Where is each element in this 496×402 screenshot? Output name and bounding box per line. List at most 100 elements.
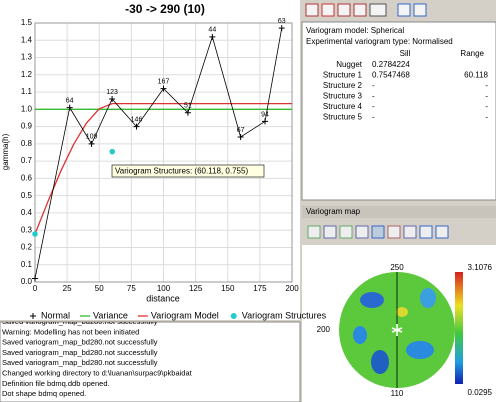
map-origin	[391, 324, 403, 336]
tool-button[interactable]	[353, 3, 367, 17]
point-label: 146	[131, 116, 143, 123]
table-cell: Structure 2	[323, 81, 363, 90]
log-line: Saved variogram_map_bd280.not successful…	[2, 338, 158, 347]
y-tick-label: 0.3	[21, 225, 33, 234]
cross-marker	[66, 104, 73, 111]
map-patch	[396, 307, 408, 317]
cross-marker	[32, 275, 38, 282]
cross-marker	[262, 118, 269, 125]
map-patch	[406, 341, 434, 359]
point-label: 51	[184, 103, 192, 110]
legend-label: Variance	[93, 310, 128, 320]
point-label: 109	[86, 134, 98, 141]
log-panel	[0, 321, 301, 402]
table-cell: -	[485, 102, 488, 111]
x-tick-label: 175	[253, 284, 267, 293]
log-line: Saved variogram_map_bd280.not successful…	[2, 358, 158, 367]
y-tick-label: 1.5	[21, 18, 33, 27]
tool-button[interactable]	[355, 225, 369, 239]
y-tick-label: 0.5	[21, 191, 33, 200]
x-tick-label: 75	[127, 284, 136, 293]
table-cell: Structure 5	[323, 113, 363, 122]
legend-label: Normal	[41, 310, 70, 320]
model-name: Variogram model: Spherical	[306, 26, 404, 35]
chart-title: -30 -> 290 (10)	[125, 2, 205, 16]
table-cell: -	[485, 81, 488, 90]
toolbar	[305, 3, 427, 17]
tool-button[interactable]	[305, 3, 319, 17]
y-tick-label: 1.4	[21, 35, 33, 44]
x-tick-label: 125	[189, 284, 203, 293]
tool-button[interactable]	[337, 3, 351, 17]
y-tick-label: 0.0	[21, 277, 33, 286]
cross-marker	[237, 133, 244, 140]
point-label: 44	[208, 27, 216, 34]
x-tick-label: 50	[95, 284, 104, 293]
tool-button[interactable]	[369, 3, 387, 17]
table-header: Sill	[400, 49, 411, 58]
point-label: 67	[237, 127, 245, 134]
table-cell: -	[372, 81, 375, 90]
tool-button[interactable]	[339, 225, 353, 239]
point-label: 64	[66, 97, 74, 104]
map-title: Variogram map	[306, 207, 361, 216]
tool-button[interactable]	[371, 225, 385, 239]
map-image	[339, 272, 455, 388]
tool-button[interactable]	[413, 3, 427, 17]
tool-button[interactable]	[397, 3, 411, 17]
table-cell: Structure 3	[323, 92, 363, 101]
table-cell: -	[372, 102, 375, 111]
legend-label: Variogram Model	[151, 310, 219, 320]
y-tick-label: 1.2	[21, 70, 33, 79]
table-header: Range	[460, 49, 484, 58]
y-tick-label: 0.1	[21, 260, 33, 269]
log-line: Changed working directory to d:\luanan\s…	[2, 368, 193, 377]
color-bar	[455, 272, 463, 384]
map-patch	[371, 350, 389, 374]
chart-panel	[0, 0, 300, 320]
table-cell: -	[485, 113, 488, 122]
tooltip-box	[111, 164, 265, 178]
tool-button[interactable]	[307, 225, 321, 239]
tool-button[interactable]	[387, 225, 401, 239]
log-line: Definition file bdmq.ddb opened.	[2, 379, 110, 388]
map-patch	[420, 288, 436, 308]
tool-button[interactable]	[323, 225, 337, 239]
point-label: 63	[278, 18, 286, 25]
table-cell: Structure 1	[323, 71, 363, 80]
cross-marker	[209, 33, 216, 40]
table-cell: 0.2784224	[372, 60, 410, 69]
map-top-label: 250	[390, 263, 404, 272]
y-tick-label: 1.3	[21, 53, 33, 62]
tool-button[interactable]	[403, 225, 417, 239]
cross-marker	[109, 95, 116, 102]
x-tick-label: 200	[285, 284, 299, 293]
point-label: 123	[106, 89, 118, 96]
plot-frame	[34, 22, 293, 283]
model-panel	[301, 21, 496, 201]
x-tick-label: 0	[33, 284, 38, 293]
cross-marker	[88, 140, 95, 147]
tool-button[interactable]	[435, 225, 449, 239]
y-axis-label: gamma(h)	[1, 133, 10, 170]
y-tick-label: 0.4	[21, 208, 33, 217]
log-line: Saved variogram_map_bd280.not successful…	[2, 317, 158, 326]
point-label: 167	[158, 78, 170, 85]
tool-button[interactable]	[321, 3, 335, 17]
table-cell: Structure 4	[323, 102, 363, 111]
log-lines: Saved variogram_map_bd280.not successful…	[2, 317, 193, 398]
x-axis-label: distance	[146, 293, 180, 303]
table-cell: -	[372, 113, 375, 122]
color-bar-min: 0.0295	[468, 388, 493, 397]
cross-marker	[160, 85, 167, 92]
x-tick-label: 150	[221, 284, 235, 293]
model-type: Experimental variogram type: Normalised	[306, 37, 453, 46]
y-tick-label: 0.9	[21, 122, 33, 131]
cross-marker	[278, 25, 285, 32]
y-tick-label: 0.7	[21, 156, 33, 165]
x-tick-label: 100	[157, 284, 171, 293]
tool-button[interactable]	[419, 225, 433, 239]
legend-swatch	[230, 313, 237, 319]
